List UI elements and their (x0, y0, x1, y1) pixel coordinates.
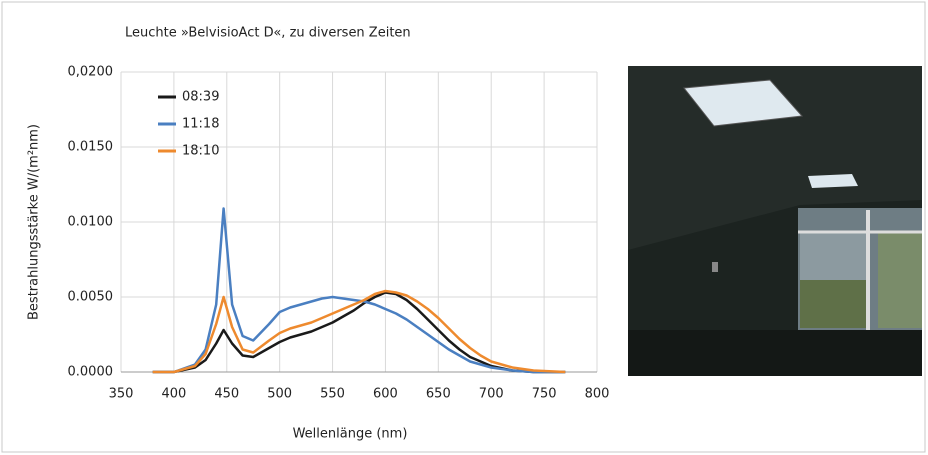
y-tick-label: 0.0000 (68, 365, 114, 380)
x-tick-label: 500 (267, 387, 292, 402)
x-tick-label: 450 (214, 387, 239, 402)
legend-label: 08:39 (182, 90, 219, 105)
y-tick-label: 0.0100 (68, 215, 114, 230)
series-line (152, 291, 566, 374)
x-tick-label: 650 (426, 387, 451, 402)
x-tick-label: 550 (320, 387, 345, 402)
x-tick-label: 700 (479, 387, 504, 402)
series-line (152, 207, 566, 374)
y-tick-label: 0.0150 (68, 140, 114, 155)
legend-label: 18:10 (182, 144, 219, 159)
x-tick-label: 400 (161, 387, 186, 402)
x-axis-label: Wellenlänge (nm) (293, 427, 408, 442)
series-line (152, 289, 566, 374)
x-tick-label: 350 (109, 387, 134, 402)
y-axis-label: Bestrahlungsstärke W/(m²nm) (27, 124, 42, 320)
x-tick-label: 600 (373, 387, 398, 402)
y-tick-label: 0.0050 (68, 290, 114, 305)
y-tick-label: 0,0200 (68, 65, 114, 80)
photo (628, 66, 922, 376)
chart-title: Leuchte »BelvisioAct D«, zu diversen Zei… (125, 26, 411, 41)
x-tick-label: 750 (532, 387, 557, 402)
x-tick-label: 800 (585, 387, 610, 402)
legend-label: 11:18 (182, 117, 219, 132)
